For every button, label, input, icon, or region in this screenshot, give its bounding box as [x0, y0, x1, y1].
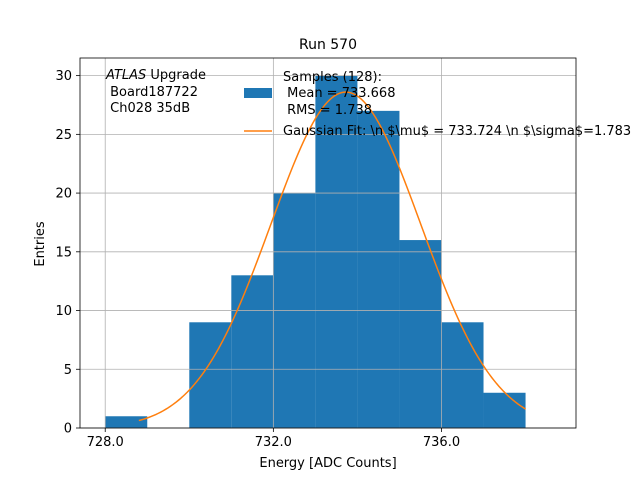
y-axis-label: Entries	[33, 221, 48, 267]
annotation-line-1: ATLAS Upgrade	[105, 68, 206, 83]
y-tick-label: 25	[55, 128, 72, 143]
histogram-bar	[357, 110, 400, 428]
atlas-annotation: ATLAS Upgrade Board187722 Ch028 35dB	[105, 68, 206, 116]
y-tick-label: 10	[55, 304, 72, 319]
legend-fit-label: Gaussian Fit: \n $\mu$ = 733.724 \n $\si…	[283, 124, 631, 139]
grid	[80, 58, 576, 429]
x-tick-label: 736.0	[423, 435, 460, 450]
histogram-bar	[189, 322, 232, 428]
legend-hist-line-1: Samples (128):	[283, 70, 382, 85]
histogram-bar	[483, 392, 526, 428]
y-tick-label: 15	[55, 245, 72, 260]
axes	[79, 57, 577, 429]
legend: Samples (128): Mean = 733.668 RMS = 1.73…	[244, 70, 631, 139]
histogram-bar	[231, 275, 274, 428]
chart-title: Run 570	[299, 37, 357, 53]
gaussian-fit-curve	[138, 91, 526, 422]
x-axis-label: Energy [ADC Counts]	[259, 456, 396, 471]
y-tick-label: 0	[64, 422, 72, 437]
histogram-bar	[441, 322, 484, 428]
ticks: 728.0 732.0 736.0 0 5 10 15 20 25 30	[55, 69, 460, 450]
histogram-bar	[105, 416, 148, 428]
histogram-bar	[399, 240, 442, 428]
plot-frame	[79, 57, 577, 429]
legend-hist-line-3: RMS = 1.738	[283, 103, 372, 118]
y-tick-label: 30	[55, 69, 72, 84]
y-tick-label: 20	[55, 187, 72, 202]
legend-hist-swatch	[244, 88, 272, 98]
x-tick-label: 728.0	[87, 435, 124, 450]
annotation-upgrade: Upgrade	[146, 68, 206, 83]
annotation-board: Board187722	[106, 85, 198, 100]
x-tick-label: 732.0	[255, 435, 292, 450]
annotation-channel: Ch028 35dB	[106, 101, 190, 116]
annotation-atlas: ATLAS	[105, 68, 146, 83]
legend-hist-line-2: Mean = 733.668	[283, 86, 395, 101]
gaussian-fit	[138, 91, 526, 422]
y-tick-label: 5	[64, 363, 72, 378]
